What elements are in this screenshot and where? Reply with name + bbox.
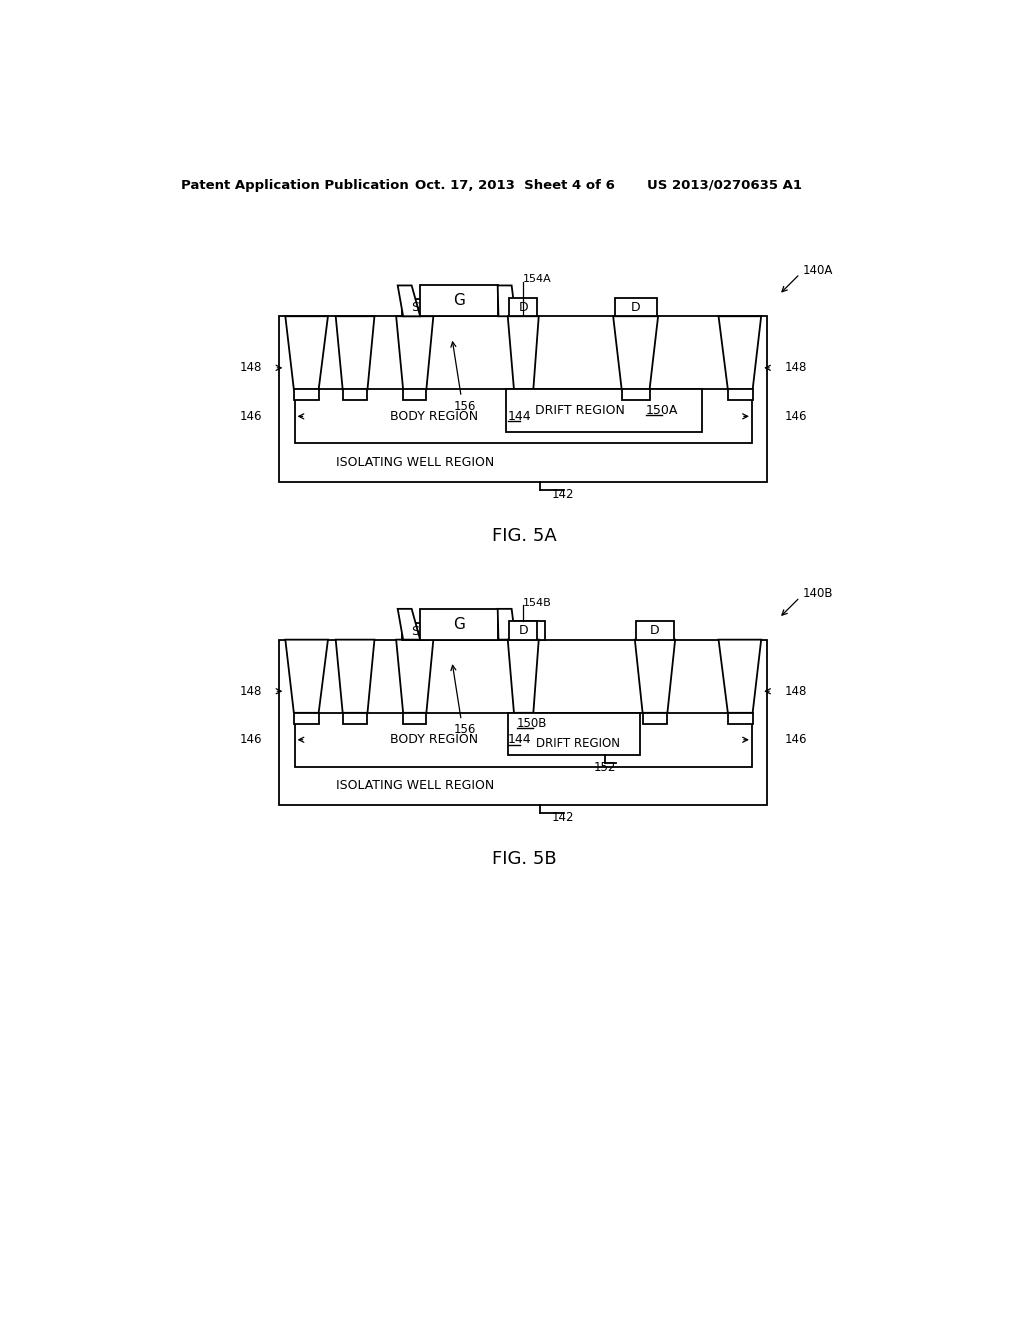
Polygon shape [719, 640, 761, 713]
Polygon shape [397, 285, 420, 317]
Polygon shape [420, 285, 499, 317]
Polygon shape [508, 317, 539, 389]
Text: 146: 146 [240, 409, 262, 422]
Text: D: D [631, 301, 640, 314]
Text: 148: 148 [240, 362, 262, 375]
Text: D: D [650, 624, 659, 638]
Text: 142: 142 [552, 487, 574, 500]
Polygon shape [295, 713, 752, 767]
Polygon shape [498, 609, 515, 640]
Polygon shape [295, 389, 752, 444]
Text: DRIFT REGION: DRIFT REGION [536, 737, 620, 750]
Polygon shape [336, 317, 375, 389]
Polygon shape [514, 622, 545, 640]
Text: 148: 148 [240, 685, 262, 698]
Polygon shape [508, 713, 640, 755]
Polygon shape [508, 640, 539, 713]
Text: 154B: 154B [523, 598, 552, 607]
Text: 152: 152 [594, 760, 615, 774]
Polygon shape [613, 317, 658, 389]
Text: 148: 148 [784, 685, 807, 698]
Text: 156: 156 [454, 723, 476, 737]
Polygon shape [343, 713, 368, 723]
Polygon shape [401, 623, 428, 640]
Text: 156: 156 [454, 400, 476, 413]
Text: 144: 144 [508, 733, 531, 746]
Polygon shape [728, 713, 753, 723]
Polygon shape [280, 317, 767, 482]
Text: 140B: 140B [802, 587, 833, 601]
Text: 142: 142 [552, 810, 574, 824]
Text: 140A: 140A [802, 264, 833, 277]
Text: S: S [411, 301, 419, 314]
Polygon shape [286, 317, 328, 389]
Polygon shape [403, 389, 426, 400]
Polygon shape [336, 640, 375, 713]
Polygon shape [636, 622, 674, 640]
Polygon shape [294, 713, 318, 723]
Text: D: D [518, 301, 528, 314]
Text: 150B: 150B [517, 717, 548, 730]
Text: Oct. 17, 2013  Sheet 4 of 6: Oct. 17, 2013 Sheet 4 of 6 [415, 178, 614, 191]
Polygon shape [643, 713, 668, 723]
Text: S: S [411, 624, 419, 638]
Polygon shape [420, 609, 499, 640]
Text: G: G [454, 293, 465, 309]
Polygon shape [280, 640, 767, 805]
Polygon shape [286, 640, 328, 713]
Text: ISOLATING WELL REGION: ISOLATING WELL REGION [336, 455, 494, 469]
Text: Patent Application Publication: Patent Application Publication [180, 178, 409, 191]
Polygon shape [403, 713, 426, 723]
Text: ISOLATING WELL REGION: ISOLATING WELL REGION [336, 779, 494, 792]
Polygon shape [396, 640, 433, 713]
Polygon shape [614, 298, 656, 317]
Text: 148: 148 [784, 362, 807, 375]
Polygon shape [498, 285, 515, 317]
Polygon shape [509, 622, 538, 640]
Text: G: G [454, 616, 465, 632]
Polygon shape [509, 298, 538, 317]
Polygon shape [294, 389, 318, 400]
Text: 146: 146 [784, 733, 807, 746]
Text: D: D [518, 624, 528, 638]
Polygon shape [728, 389, 753, 400]
Text: 146: 146 [240, 733, 262, 746]
Text: FIG. 5B: FIG. 5B [493, 850, 557, 869]
Polygon shape [719, 317, 761, 389]
Text: DRIFT REGION: DRIFT REGION [535, 404, 625, 417]
Polygon shape [514, 713, 534, 723]
Polygon shape [506, 389, 701, 432]
Polygon shape [635, 640, 675, 713]
Polygon shape [401, 300, 428, 317]
Text: 150A: 150A [646, 404, 678, 417]
Text: 146: 146 [784, 409, 807, 422]
Polygon shape [622, 389, 649, 400]
Polygon shape [397, 609, 420, 640]
Text: FIG. 5A: FIG. 5A [493, 527, 557, 545]
Text: US 2013/0270635 A1: US 2013/0270635 A1 [647, 178, 802, 191]
Text: 154A: 154A [523, 275, 552, 284]
Polygon shape [514, 389, 534, 400]
Text: BODY REGION: BODY REGION [390, 733, 478, 746]
Polygon shape [343, 389, 368, 400]
Text: BODY REGION: BODY REGION [390, 409, 478, 422]
Text: 144: 144 [508, 409, 531, 422]
Polygon shape [396, 317, 433, 389]
